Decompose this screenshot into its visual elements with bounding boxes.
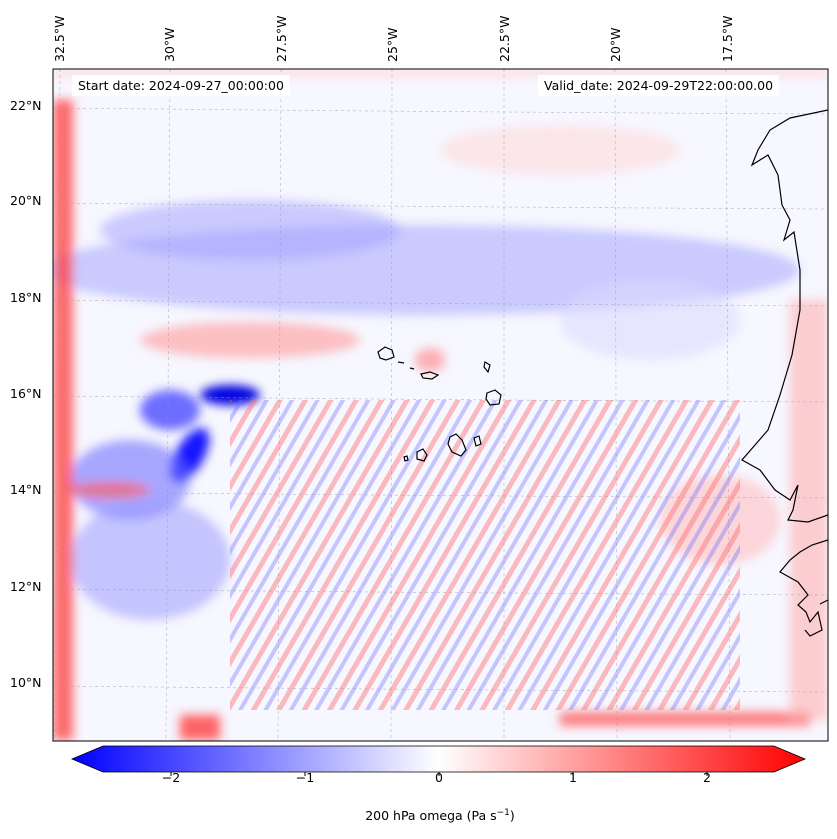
lat-label: 20°N: [10, 193, 42, 208]
lon-label: 27.5°W: [274, 15, 289, 62]
lon-label: 20°W: [608, 27, 623, 62]
valid-date-label: Valid_date: 2024-09-29T22:00:00.00: [538, 75, 780, 96]
lat-label: 12°N: [10, 579, 42, 594]
lat-label: 18°N: [10, 290, 42, 305]
colorbar-tick-label: 0: [435, 770, 443, 785]
lon-label: 32.5°W: [52, 15, 67, 62]
lon-label: 22.5°W: [497, 15, 512, 62]
lat-label: 16°N: [10, 386, 42, 401]
colorbar-tick-label: −2: [161, 770, 181, 785]
omega-field: [53, 69, 828, 741]
lon-label: 25°W: [385, 27, 400, 62]
colorbar-title: 200 hPa omega (Pa s−1): [365, 808, 515, 824]
colorbar: [70, 745, 807, 776]
colorbar-tick-label: 1: [569, 770, 577, 785]
africa-coastline: [741, 109, 828, 637]
colorbar-tick-label: 2: [703, 770, 711, 785]
lat-label: 14°N: [10, 482, 42, 497]
lat-label: 10°N: [10, 675, 42, 690]
start-date-label: Start date: 2024-09-27_00:00:00: [72, 75, 290, 96]
lon-label: 30°W: [162, 27, 177, 62]
lon-label: 17.5°W: [720, 15, 735, 62]
colorbar-tick-label: −1: [295, 770, 315, 785]
lat-label: 22°N: [10, 98, 42, 113]
cape-verde-islands: [377, 346, 502, 462]
